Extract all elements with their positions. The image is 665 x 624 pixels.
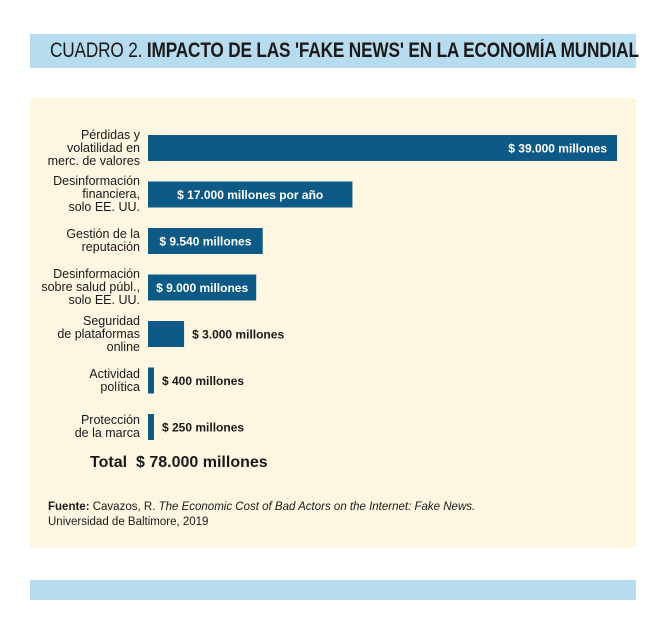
title-prefix: CUADRO 2. bbox=[50, 39, 143, 62]
chart-title: CUADRO 2. IMPACTO DE LAS 'FAKE NEWS' EN … bbox=[50, 34, 639, 68]
category-label-2: Gestión de la reputación bbox=[66, 227, 140, 254]
bar-chart: $ 39.000 millones $ 17.000 millones por a… bbox=[148, 135, 617, 440]
bar-2 bbox=[148, 228, 263, 254]
bottom-bar bbox=[30, 580, 636, 600]
data-label-6: $ 250 millones bbox=[162, 421, 244, 435]
source-author: Cavazos, R. bbox=[92, 501, 156, 513]
total-line: Total $ 78.000 millones bbox=[90, 454, 268, 472]
category-label-0: Pérdidas y volatilidad en merc. de valor… bbox=[47, 127, 140, 168]
chart-panel: Pérdidas y volatilidad en merc. de valor… bbox=[30, 98, 636, 548]
category-label-1: Desinformación financiera, solo EE. UU. bbox=[53, 174, 140, 214]
category-label-3: Desinformación sobre salud públ., solo E… bbox=[41, 267, 140, 307]
bar-0 bbox=[148, 135, 617, 161]
source-label: Fuente: bbox=[48, 501, 90, 513]
data-label-0: $ 39.000 millones bbox=[508, 142, 607, 156]
total-label: Total bbox=[90, 454, 128, 471]
bar-5 bbox=[148, 367, 154, 394]
source-note: Fuente: Cavazos, R. The Economic Cost of… bbox=[48, 500, 475, 530]
category-label-5: Actividad política bbox=[89, 366, 140, 394]
data-label-1: $ 17.000 millones por año bbox=[177, 188, 323, 202]
title-bar: CUADRO 2. IMPACTO DE LAS 'FAKE NEWS' EN … bbox=[30, 34, 639, 68]
source-publisher: Universidad de Baltimore, 2019 bbox=[48, 516, 209, 528]
bar-3 bbox=[148, 274, 257, 301]
data-label-4: $ 3.000 millones bbox=[192, 328, 284, 342]
bar-6 bbox=[148, 414, 154, 440]
category-label-6: Protección de la marca bbox=[74, 413, 140, 440]
bar-1 bbox=[148, 181, 353, 208]
title-main: IMPACTO DE LAS 'FAKE NEWS' EN LA ECONOMÍ… bbox=[146, 39, 639, 62]
data-label-2: $ 9.540 millones bbox=[159, 235, 251, 249]
source-work: The Economic Cost of Bad Actors on the I… bbox=[158, 501, 476, 513]
data-label-5: $ 400 millones bbox=[162, 374, 244, 388]
data-label-3: $ 9.000 millones bbox=[156, 281, 248, 295]
total-value: $ 78.000 millones bbox=[136, 454, 268, 471]
category-label-4: Seguridad de plataformas online bbox=[57, 313, 140, 354]
bar-4 bbox=[148, 321, 185, 347]
